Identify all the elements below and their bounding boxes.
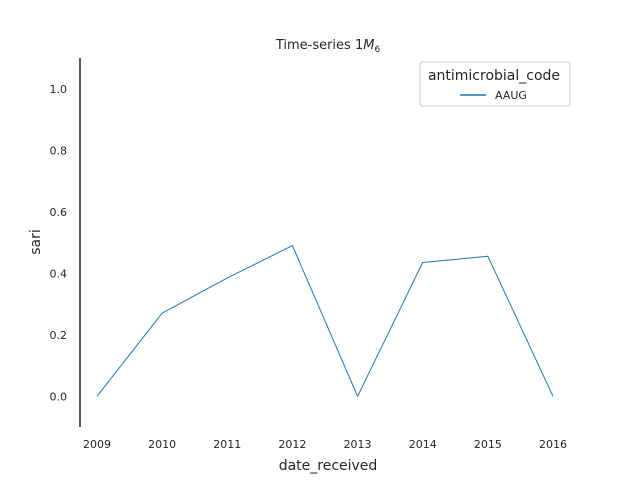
y-tick-label: 1.0 [50,83,68,96]
x-tick-label: 2013 [344,438,372,451]
x-tick-label: 2009 [83,438,111,451]
legend-box [419,61,571,107]
chart-title: Time-series 1M6 [275,38,381,55]
y-tick-label: 0.4 [50,267,68,280]
x-ticks: 2009 2010 2011 2012 2013 2014 2015 2016 [83,438,567,451]
y-ticks: 0.0 0.2 0.4 0.6 0.8 1.0 [50,83,68,404]
x-tick-label: 2011 [213,438,241,451]
y-tick-label: 0.8 [50,144,68,157]
x-tick-label: 2014 [409,438,437,451]
legend-title: antimicrobial_code [428,68,560,84]
y-axis-label: sari [28,229,44,255]
x-axis-label: date_received [279,458,378,474]
chart-title-subscript: 6 [374,45,380,55]
legend: antimicrobial_code AAUG [419,61,571,107]
y-tick-label: 0.6 [50,206,68,219]
legend-entry-aaug: AAUG [495,89,527,102]
x-tick-label: 2010 [148,438,176,451]
chart-title-prefix: Time-series 1 [275,38,363,53]
chart-title-math: M [363,38,374,53]
x-tick-label: 2016 [539,438,567,451]
x-tick-label: 2015 [474,438,502,451]
y-tick-label: 0.0 [50,390,68,403]
series-line-aaug [96,245,554,397]
y-tick-label: 0.2 [50,329,68,342]
x-tick-label: 2012 [278,438,306,451]
series-group [96,245,554,397]
